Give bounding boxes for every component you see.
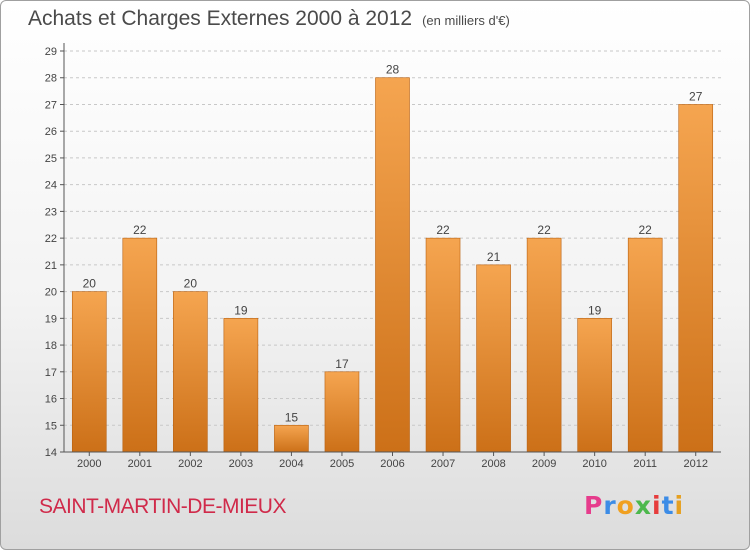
- bar-2001: [122, 237, 158, 453]
- y-tick-label: 28: [45, 73, 57, 85]
- logo-letter: o: [616, 491, 635, 520]
- y-tick-label: 21: [45, 260, 57, 272]
- bar-2005: [324, 371, 360, 453]
- data-label: 20: [83, 277, 97, 291]
- y-tick-label: 25: [45, 153, 57, 165]
- data-label: 22: [133, 223, 147, 237]
- bar-2004: [274, 424, 309, 453]
- y-tick-label: 16: [45, 394, 57, 406]
- data-label: 22: [436, 223, 450, 237]
- y-tick-label: 19: [45, 313, 57, 325]
- data-label: 20: [184, 277, 198, 291]
- y-tick-label: 20: [45, 287, 57, 299]
- axes: 14 15 16 17 18 19 20 21 22 23 24 25 26 27 28 29 2000 2001…: [45, 43, 721, 470]
- x-tick-label: 2011: [633, 458, 657, 470]
- bar-2007: [425, 237, 461, 453]
- data-label: 17: [335, 357, 349, 371]
- bar-2010: [577, 318, 612, 453]
- y-tick-label: 29: [45, 46, 57, 58]
- y-tick-label: 22: [45, 233, 57, 245]
- x-tick-label: 2007: [431, 458, 455, 470]
- x-tick-label: 2009: [532, 458, 556, 470]
- y-tick-label: 24: [45, 180, 57, 192]
- commune-name: SAINT-MARTIN-DE-MIEUX: [39, 495, 286, 518]
- bar-2003: [223, 318, 259, 453]
- y-tick-label: 17: [45, 367, 57, 379]
- data-label: 22: [537, 223, 551, 237]
- bar-2000: [71, 291, 107, 453]
- bar-2002: [173, 291, 208, 453]
- y-tick-label: 27: [45, 99, 57, 111]
- x-tick-label: 2008: [481, 458, 505, 470]
- data-label: 28: [386, 63, 400, 77]
- bar-2008: [476, 264, 511, 453]
- x-tick-label: 2006: [380, 458, 404, 470]
- logo-letter: x: [634, 491, 652, 520]
- bar-2011: [627, 237, 663, 453]
- logo-letter: P: [584, 491, 604, 520]
- y-tick-label: 14: [45, 447, 57, 459]
- logo-letter: i: [674, 491, 685, 520]
- chart-title-text: Achats et Charges Externes 2000 à 2012: [28, 7, 413, 30]
- logo-letter: r: [603, 491, 617, 520]
- logo-letter: t: [661, 491, 675, 520]
- chart-subtitle: (en milliers d'€): [422, 13, 510, 28]
- bar-2006: [375, 77, 410, 453]
- y-tick-label: 18: [45, 340, 57, 352]
- x-tick-label: 2001: [128, 458, 152, 470]
- data-label: 15: [285, 410, 299, 424]
- x-tick-label: 2004: [279, 458, 303, 470]
- x-tick-label: 2005: [330, 458, 354, 470]
- x-tick-label: 2002: [178, 458, 202, 470]
- x-tick-label: 2012: [683, 458, 707, 470]
- bar-2009: [526, 237, 562, 453]
- data-label: 19: [588, 303, 602, 317]
- data-label: 19: [234, 303, 248, 317]
- proxiti-logo: Proxiti: [584, 491, 684, 520]
- y-tick-label: 26: [45, 126, 57, 138]
- data-label: 21: [487, 250, 501, 264]
- bar-2012: [678, 104, 714, 453]
- x-tick-label: 2000: [77, 458, 101, 470]
- data-label: 27: [689, 89, 703, 103]
- data-label: 22: [639, 223, 653, 237]
- y-tick-label: 23: [45, 206, 57, 218]
- x-tick-label: 2003: [229, 458, 253, 470]
- y-tick-label: 15: [45, 420, 57, 432]
- x-tick-label: 2010: [582, 458, 606, 470]
- logo-letter: i: [652, 491, 662, 520]
- chart-title: Achats et Charges Externes 2000 à 2012 (e…: [28, 7, 510, 31]
- bars: 20 22 20 19 15 17 28 22 21 22 19 22 27: [71, 63, 714, 453]
